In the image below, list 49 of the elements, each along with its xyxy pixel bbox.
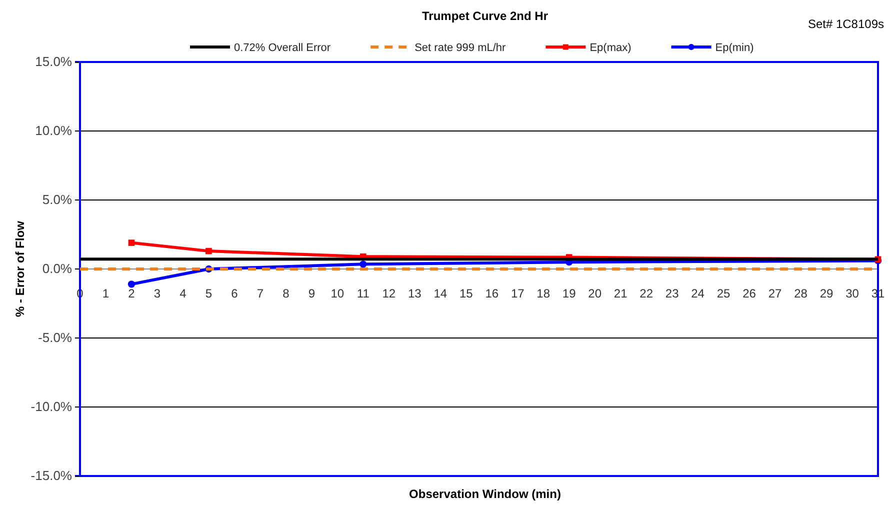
- x-axis-title: Observation Window (min): [409, 487, 561, 501]
- x-tick-label: 22: [640, 286, 654, 301]
- x-tick-label: 20: [588, 286, 602, 301]
- text: Set# 1C8109s: [808, 17, 884, 31]
- x-tick-label: 7: [256, 286, 264, 301]
- x-tick-label: 14: [434, 286, 448, 301]
- x-tick-label: 23: [665, 286, 680, 301]
- x-tick-label: 2: [128, 286, 136, 301]
- x-tick-label: 19: [562, 286, 576, 301]
- x-tick-label: 29: [820, 286, 834, 301]
- x-tick-label: 11: [356, 286, 370, 301]
- x-tick-label: 26: [742, 286, 756, 301]
- x-tick-label: 28: [794, 286, 808, 301]
- x-tick-label: 10: [330, 286, 344, 301]
- x-tick-label: 9: [308, 286, 316, 301]
- x-tick-label: 1: [102, 286, 110, 301]
- x-tick-label: 18: [536, 286, 550, 301]
- chart-title: Trumpet Curve 2nd Hr: [422, 9, 548, 23]
- y-tick-label: 10.0%: [35, 123, 72, 138]
- x-tick-label: 17: [510, 286, 525, 301]
- x-tick-label: 13: [408, 286, 422, 301]
- legend-label: Ep(min): [715, 42, 754, 54]
- y-tick-label: -10.0%: [30, 399, 72, 414]
- x-tick-label: 21: [614, 286, 628, 301]
- legend-label: Ep(max): [590, 42, 632, 54]
- point: [206, 248, 212, 254]
- y-tick-label: 0.0%: [42, 261, 72, 276]
- legend-label: Set rate 999 mL/hr: [414, 42, 506, 54]
- legend-label: 0.72% Overall Error: [234, 42, 331, 54]
- x-tick-label: 5: [205, 286, 212, 301]
- point: [128, 240, 135, 246]
- point: [360, 260, 367, 268]
- x-tick-label: 3: [154, 286, 161, 301]
- y-tick-label: -5.0%: [38, 330, 72, 346]
- y-tick-label: 5.0%: [42, 192, 72, 208]
- x-tick-label: 6: [231, 286, 238, 301]
- x-tick-label: 25: [716, 286, 731, 301]
- x-tick-label: 30: [846, 286, 860, 301]
- y-axis-title: % - Error of Flow: [13, 220, 27, 317]
- y-tick-label: -15.0%: [30, 468, 72, 484]
- x-tick-label: 16: [485, 286, 499, 301]
- x-tick-label: 27: [768, 286, 782, 301]
- x-tick-label: 12: [382, 286, 396, 301]
- x-tick-label: 15: [459, 286, 474, 301]
- y-tick-label: 15.0%: [35, 54, 72, 70]
- x-tick-label: 24: [691, 286, 705, 301]
- x-tick-label: 4: [180, 286, 187, 301]
- point: [128, 280, 136, 288]
- x-tick-label: 8: [282, 286, 290, 301]
